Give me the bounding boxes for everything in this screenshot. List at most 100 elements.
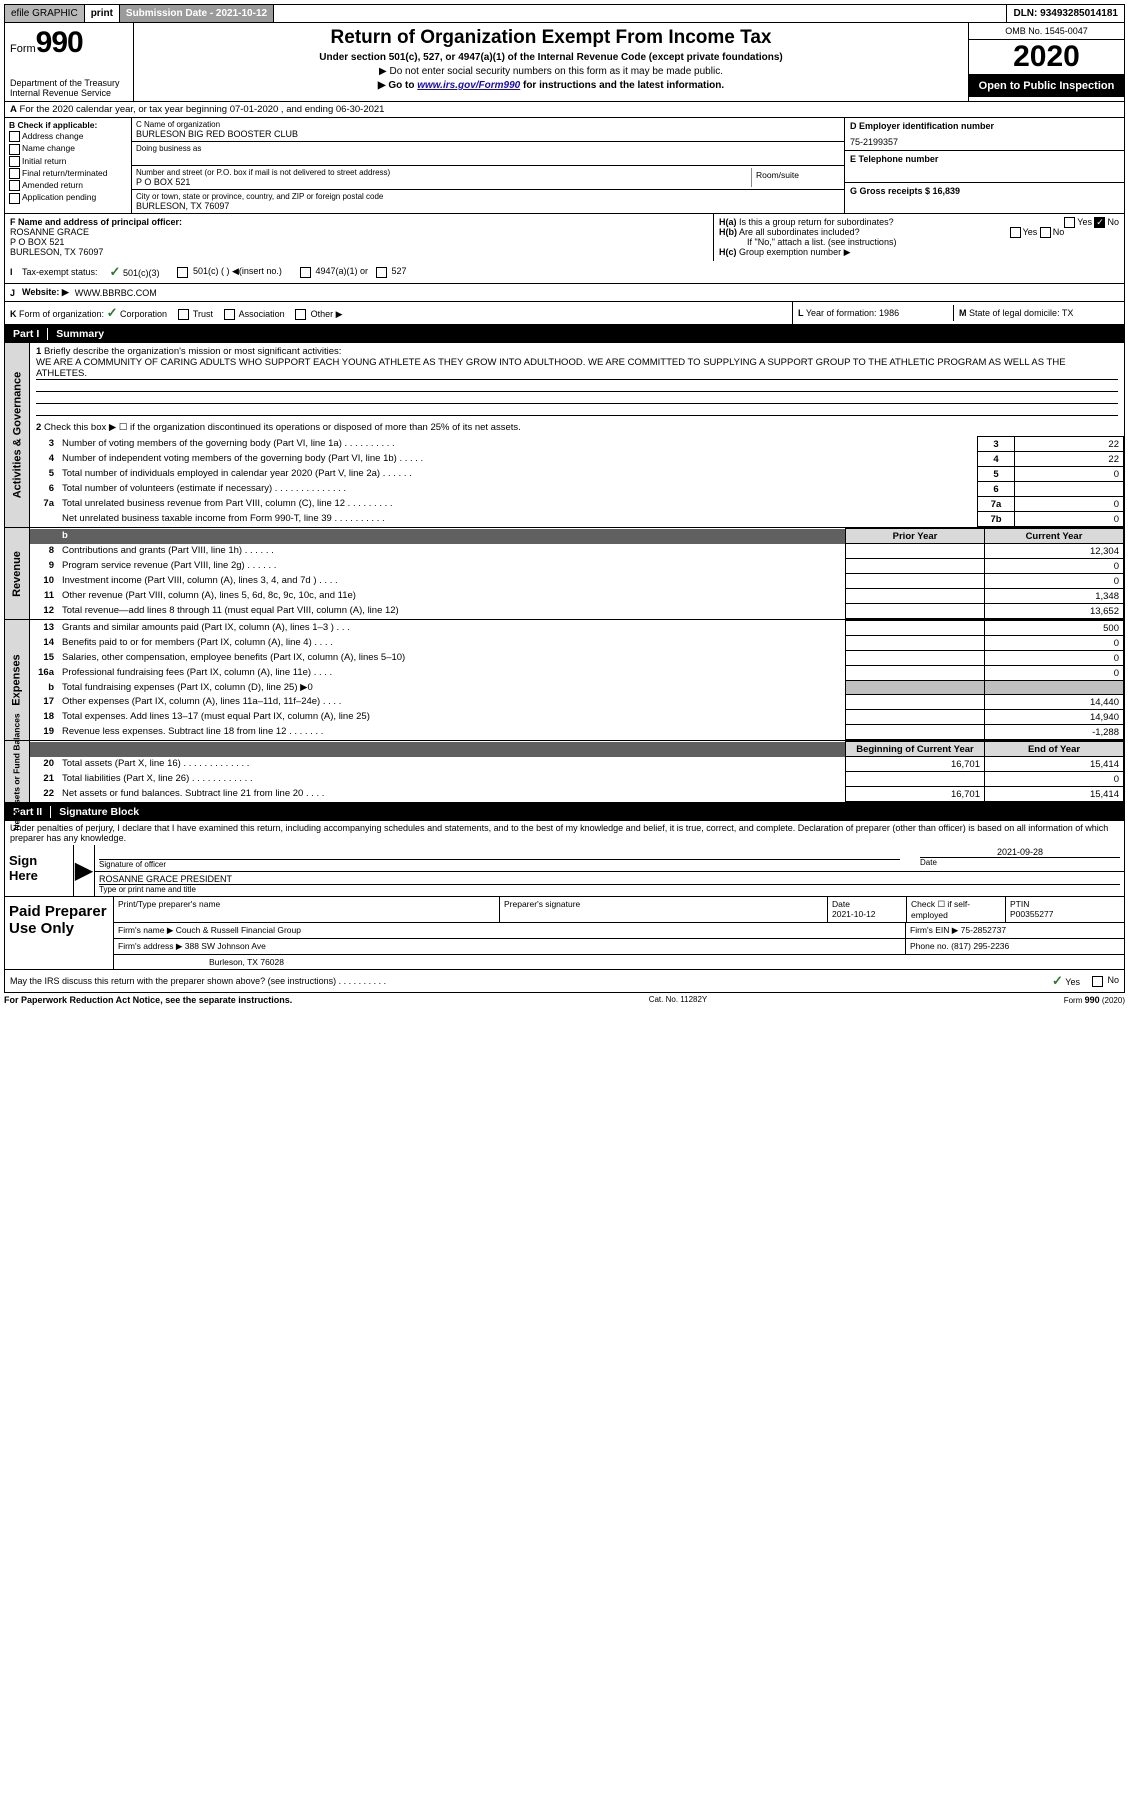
sig-name-label: Type or print name and title xyxy=(99,884,1120,894)
section-netassets: Net Assets or Fund Balances Beginning of… xyxy=(4,741,1125,803)
checkbox-icon[interactable] xyxy=(224,309,235,320)
tax-year: 2020 xyxy=(969,40,1124,75)
end-year-hdr: End of Year xyxy=(985,742,1124,757)
checkbox-icon[interactable] xyxy=(1010,227,1021,238)
revenue-table: b Prior Year Current Year 8Contributions… xyxy=(30,528,1124,619)
opt-501c3[interactable]: ✓ 501(c)(3) xyxy=(110,264,160,280)
hb-text: Are all subordinates included? xyxy=(739,227,860,237)
opt-527[interactable]: 527 xyxy=(376,266,407,277)
chk-pending[interactable]: Application pending xyxy=(9,192,127,203)
preparer-table: Print/Type preparer's name Preparer's si… xyxy=(114,897,1124,969)
chk-name-change[interactable]: Name change xyxy=(9,143,127,154)
label-a: A xyxy=(10,104,17,115)
chk-initial-return[interactable]: Initial return xyxy=(9,156,127,167)
current-year-hdr: Current Year xyxy=(985,529,1124,544)
top-bar: efile GRAPHIC print Submission Date - 20… xyxy=(4,4,1125,23)
activities-content: 1 Briefly describe the organization's mi… xyxy=(30,343,1124,527)
opt-501c[interactable]: 501(c) ( ) ◀(insert no.) xyxy=(177,266,281,277)
form-header: Form990 Department of the Treasury Inter… xyxy=(4,23,1125,102)
chk-final-return[interactable]: Final return/terminated xyxy=(9,168,127,179)
opt-4947[interactable]: 4947(a)(1) or xyxy=(300,266,368,277)
table-row: 19Revenue less expenses. Subtract line 1… xyxy=(30,725,1124,740)
table-row: 18Total expenses. Add lines 13–17 (must … xyxy=(30,710,1124,725)
dba-cell: Doing business as xyxy=(132,142,844,166)
checkbox-icon[interactable] xyxy=(295,309,306,320)
table-row: 17Other expenses (Part IX, column (A), l… xyxy=(30,695,1124,710)
sign-body: Signature of officer 2021-09-28 Date ROS… xyxy=(95,845,1124,896)
vtab-netassets: Net Assets or Fund Balances xyxy=(5,741,30,802)
sig-officer: Signature of officer xyxy=(99,847,900,869)
section-expenses: Expenses 13Grants and similar amounts pa… xyxy=(4,620,1125,741)
city-label: City or town, state or province, country… xyxy=(136,192,840,201)
row-j: J Website: ▶ WWW.BBRBC.COM xyxy=(4,284,1125,302)
org-name: BURLESON BIG RED BOOSTER CLUB xyxy=(136,129,840,139)
l1-num: 1 xyxy=(36,346,41,357)
label-l: L xyxy=(798,308,804,318)
checkbox-checked-icon[interactable]: ✓ xyxy=(1094,217,1105,228)
ha-text: Is this a group return for subordinates? xyxy=(739,217,894,227)
chk-address-change[interactable]: Address change xyxy=(9,131,127,142)
begin-year-hdr: Beginning of Current Year xyxy=(846,742,985,757)
room-suite: Room/suite xyxy=(751,168,840,187)
line-1: 1 Briefly describe the organization's mi… xyxy=(30,343,1124,419)
label-m: M xyxy=(959,308,967,318)
hc-row: H(c) Group exemption number ▶ xyxy=(719,247,1119,258)
firm-addr2: Burleson, TX 76028 xyxy=(114,955,1124,969)
city-cell: City or town, state or province, country… xyxy=(132,190,844,213)
line-2: 2 Check this box ▶ ☐ if the organization… xyxy=(30,419,1124,436)
officer-addr2: BURLESON, TX 76097 xyxy=(10,247,708,257)
part1-title: Summary xyxy=(56,328,104,340)
discuss-yes[interactable]: ✓ Yes xyxy=(1052,973,1080,989)
checkbox-icon[interactable] xyxy=(1040,227,1051,238)
checkbox-icon[interactable] xyxy=(1064,217,1075,228)
prep-name-label: Print/Type preparer's name xyxy=(114,897,500,922)
vtab-activities: Activities & Governance xyxy=(5,343,30,527)
dba-label: Doing business as xyxy=(136,144,840,153)
form-990: 990 xyxy=(36,26,83,59)
checkmark-icon: ✓ xyxy=(1052,973,1063,988)
irs-link[interactable]: www.irs.gov/Form990 xyxy=(417,80,520,91)
chk-amended[interactable]: Amended return xyxy=(9,180,127,191)
discuss-no[interactable]: No xyxy=(1092,975,1119,986)
table-row: 15Salaries, other compensation, employee… xyxy=(30,651,1124,666)
website-value[interactable]: WWW.BBRBC.COM xyxy=(75,288,157,298)
vtab-revenue: Revenue xyxy=(5,528,30,619)
hb-label: H(b) xyxy=(719,227,737,237)
table-row: 20Total assets (Part X, line 16) . . . .… xyxy=(30,757,1124,772)
table-row: 7aTotal unrelated business revenue from … xyxy=(30,497,1124,512)
table-row: bTotal fundraising expenses (Part IX, co… xyxy=(30,681,1124,695)
col-b: B Check if applicable: Address change Na… xyxy=(5,118,132,213)
row-k: K Form of organization: ✓ Corporation Tr… xyxy=(5,302,793,324)
form-subtitle: Under section 501(c), 527, or 4947(a)(1)… xyxy=(140,52,962,63)
phone-cell: E Telephone number xyxy=(844,151,1124,183)
netassets-header-row: Beginning of Current Year End of Year xyxy=(30,742,1124,757)
website-label: Website: ▶ xyxy=(22,287,69,298)
checkbox-icon xyxy=(9,193,20,204)
revenue-content: b Prior Year Current Year 8Contributions… xyxy=(30,528,1124,619)
checkbox-icon[interactable] xyxy=(178,309,189,320)
row-fgh: F Name and address of principal officer:… xyxy=(4,213,1125,261)
dept: Department of the Treasury xyxy=(10,78,128,88)
part1-label: Part I xyxy=(13,328,48,340)
table-row: 10Investment income (Part VIII, column (… xyxy=(30,574,1124,589)
ruled-line xyxy=(36,404,1118,416)
discuss-row: May the IRS discuss this return with the… xyxy=(4,970,1125,993)
firm-ein: Firm's EIN ▶ 75-2852737 xyxy=(906,923,1124,938)
hb-yesno: Yes No xyxy=(1010,227,1065,238)
footer-right: Form 990 (2020) xyxy=(1064,995,1125,1005)
prep-self-emp[interactable]: Check ☐ if self-employed xyxy=(907,897,1006,922)
print-btn[interactable]: print xyxy=(85,5,120,22)
sign-block: Sign Here ▶ Signature of officer 2021-09… xyxy=(4,845,1125,897)
preparer-label: Paid Preparer Use Only xyxy=(5,897,114,969)
part2-header: Part II Signature Block xyxy=(4,803,1125,821)
block-bcd: B Check if applicable: Address change Na… xyxy=(4,118,1125,213)
sig-officer-label: Signature of officer xyxy=(99,859,900,869)
checkbox-icon xyxy=(9,156,20,167)
addr-label: Number and street (or P.O. box if mail i… xyxy=(136,168,751,177)
gross-label: G Gross receipts $ 16,839 xyxy=(850,186,960,196)
checkbox-icon xyxy=(1092,976,1103,987)
checkmark-icon: ✓ xyxy=(110,264,121,279)
omb: OMB No. 1545-0047 xyxy=(969,23,1124,40)
firm-name: Firm's name ▶ Couch & Russell Financial … xyxy=(114,923,906,938)
ein-cell: D Employer identification number 75-2199… xyxy=(844,118,1124,151)
